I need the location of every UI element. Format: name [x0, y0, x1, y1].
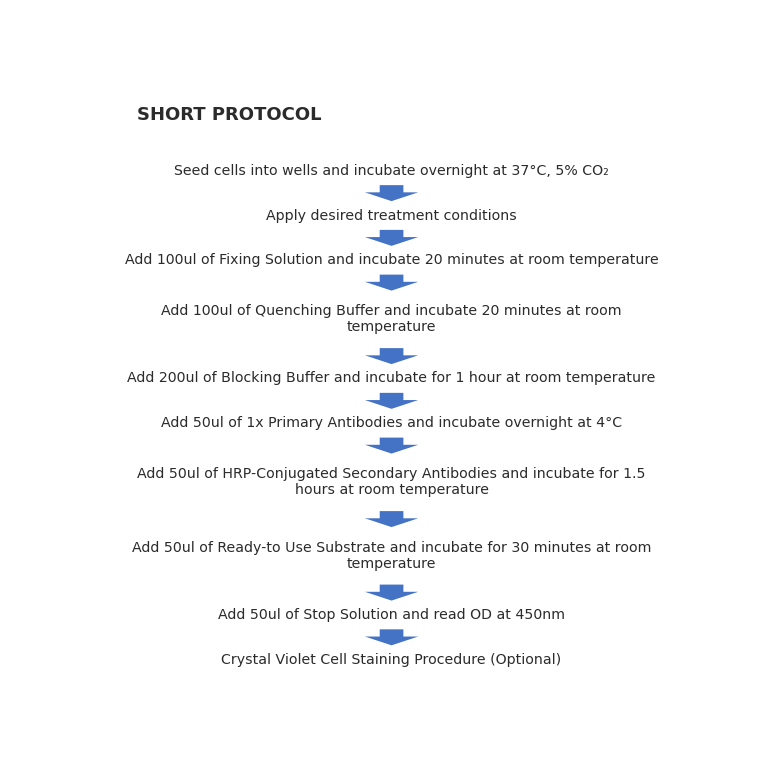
Polygon shape	[365, 511, 418, 527]
Text: Add 50ul of Ready-to Use Substrate and incubate for 30 minutes at room
temperatu: Add 50ul of Ready-to Use Substrate and i…	[132, 541, 651, 571]
Text: Add 200ul of Blocking Buffer and incubate for 1 hour at room temperature: Add 200ul of Blocking Buffer and incubat…	[128, 371, 656, 386]
Text: Add 50ul of 1x Primary Antibodies and incubate overnight at 4°C: Add 50ul of 1x Primary Antibodies and in…	[161, 416, 622, 430]
Text: Add 100ul of Quenching Buffer and incubate 20 minutes at room
temperature: Add 100ul of Quenching Buffer and incuba…	[161, 304, 622, 335]
Text: Apply desired treatment conditions: Apply desired treatment conditions	[266, 209, 517, 222]
Text: Add 50ul of HRP-Conjugated Secondary Antibodies and incubate for 1.5
hours at ro: Add 50ul of HRP-Conjugated Secondary Ant…	[138, 468, 646, 497]
Text: SHORT PROTOCOL: SHORT PROTOCOL	[137, 106, 322, 125]
Text: Add 50ul of Stop Solution and read OD at 450nm: Add 50ul of Stop Solution and read OD at…	[218, 608, 565, 622]
Text: Crystal Violet Cell Staining Procedure (Optional): Crystal Violet Cell Staining Procedure (…	[222, 652, 562, 667]
Polygon shape	[365, 584, 418, 601]
Polygon shape	[365, 393, 418, 409]
Polygon shape	[365, 185, 418, 201]
Polygon shape	[365, 230, 418, 246]
Polygon shape	[365, 348, 418, 364]
Polygon shape	[365, 438, 418, 454]
Text: Seed cells into wells and incubate overnight at 37°C, 5% CO₂: Seed cells into wells and incubate overn…	[174, 163, 609, 178]
Polygon shape	[365, 274, 418, 290]
Polygon shape	[365, 630, 418, 646]
Text: Add 100ul of Fixing Solution and incubate 20 minutes at room temperature: Add 100ul of Fixing Solution and incubat…	[125, 253, 659, 267]
